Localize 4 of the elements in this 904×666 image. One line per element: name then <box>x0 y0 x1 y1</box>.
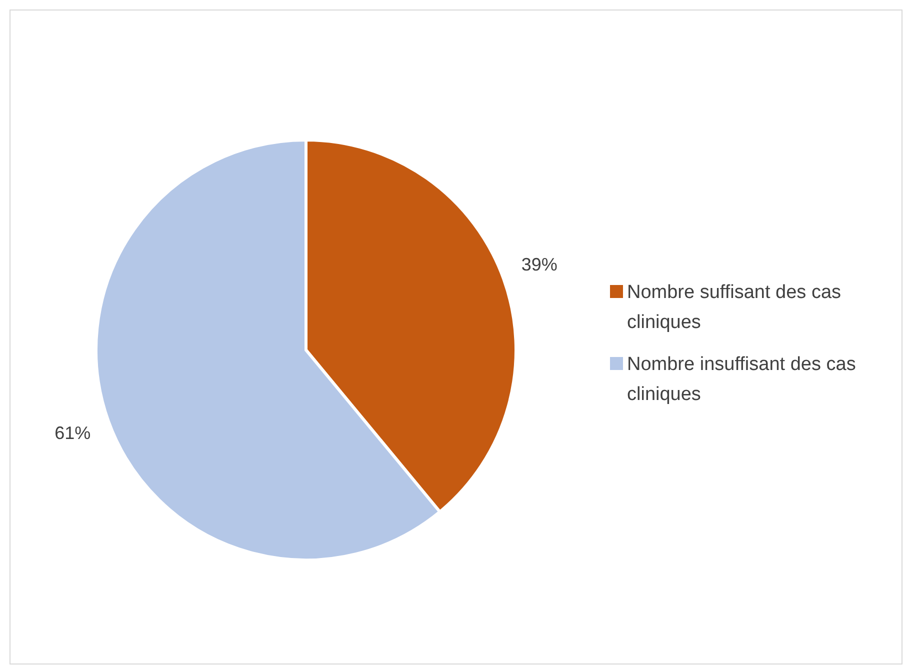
legend-label: Nombre suffisant des cas cliniques <box>627 282 842 333</box>
data-label: 61% <box>54 422 91 443</box>
legend-label: Nombre insuffisant des cas cliniques <box>627 354 856 405</box>
data-label: 39% <box>521 254 558 275</box>
